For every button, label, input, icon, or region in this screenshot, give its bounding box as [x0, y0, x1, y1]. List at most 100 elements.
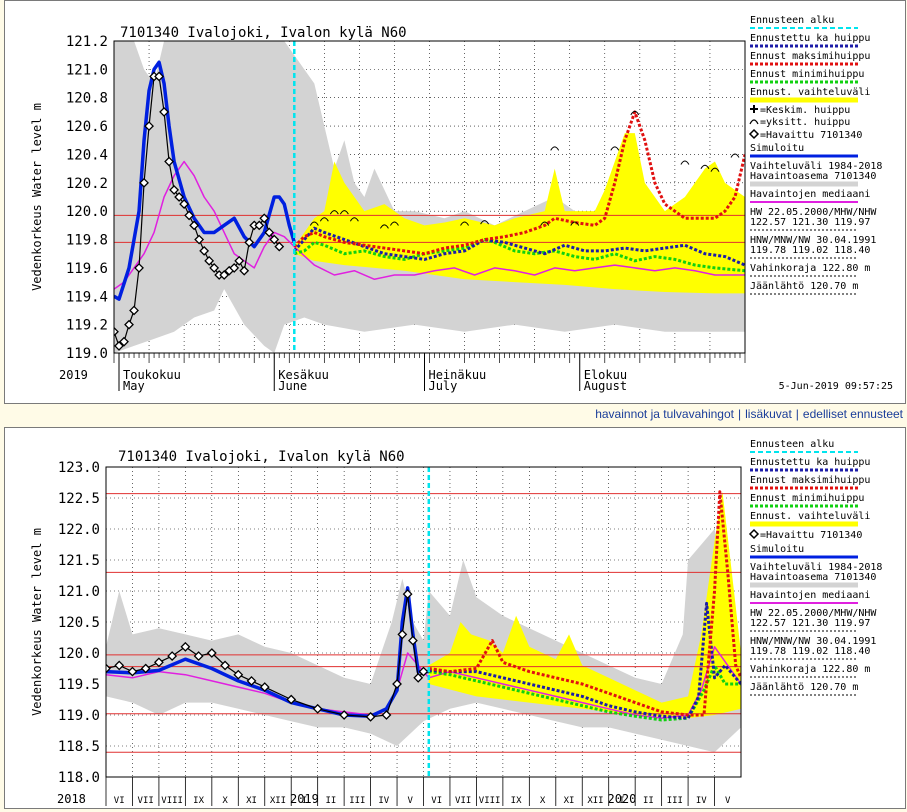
observed-point: [229, 262, 240, 273]
legend-item-hnw-1: HNW/MNW/NW 30.04.1991: [750, 235, 876, 246]
legend-item-forecast-start: Ennusteen alku: [750, 15, 834, 26]
observed-point: [246, 675, 257, 686]
legend-item-hnw-1: HNW/MNW/NW 30.04.1991: [750, 636, 876, 647]
month-label: V: [725, 796, 731, 806]
y-tick-label: 119.5: [58, 677, 100, 693]
legend-item-max-peak: Ennust maksimihuippu: [750, 475, 870, 486]
legend-item-damage: Vahinkoraja 122.80 m: [750, 664, 870, 675]
individual-peak-marker: [540, 221, 550, 226]
legend-item-median: Havaintojen mediaani: [750, 189, 870, 200]
y-tick-label: 120.2: [66, 176, 108, 192]
observed-point: [413, 672, 424, 683]
observed-point: [259, 213, 270, 224]
observed-point: [153, 657, 164, 668]
observed-point: [244, 237, 255, 248]
legend-item-hw-1: HW 22.05.2000/MHW/NHW: [750, 608, 877, 619]
observed-point: [189, 220, 200, 231]
observed-point: [233, 669, 244, 680]
y-tick-label: 120.8: [66, 91, 108, 107]
y-tick-label: 119.0: [66, 346, 108, 362]
month-label: VI: [431, 796, 442, 806]
observed-point: [402, 589, 413, 600]
chart-title: 7101340 Ivalojoki, Ivalon kylä N60: [118, 449, 405, 465]
y-tick-label: 120.0: [66, 204, 108, 220]
month-label: V: [408, 796, 414, 806]
forecast-chart-short: 7101340 Ivalojoki, Ivalon kylä N60 Veden…: [4, 0, 906, 404]
month-label-en: June: [278, 379, 307, 393]
month-label: I: [619, 796, 624, 806]
month-label: VIII: [161, 796, 183, 806]
legend-item-individual-peak: =yksitt. huippu: [760, 117, 850, 128]
year-label: 2019: [290, 792, 319, 806]
observed-point: [312, 703, 323, 714]
month-label: IV: [378, 796, 389, 806]
legend-item-forecast-range: Ennust. vaihteluväli: [750, 511, 870, 522]
observed-point: [397, 629, 408, 640]
individual-peak-marker: [480, 220, 490, 225]
observed-point: [159, 106, 169, 117]
legend: Ennusteen alku Ennustettu ka huippu Ennust…: [748, 439, 882, 696]
observed-point: [134, 262, 144, 273]
link-observations[interactable]: havainnot ja tulvavahingot: [595, 407, 734, 421]
series-min-peak: [293, 238, 745, 273]
observed-point: [193, 651, 204, 662]
legend-item-range-1: Vaihteluväli 1984-2018: [750, 161, 882, 172]
observed-marker: [748, 128, 760, 140]
y-tick-label: 119.6: [66, 261, 108, 277]
series-mean-peak: [428, 601, 741, 720]
individual-peak-marker: [390, 221, 399, 226]
observed-point: [124, 319, 134, 330]
y-tick-label: 119.0: [58, 708, 100, 724]
legend-item-forecast-start: Ennusteen alku: [750, 439, 834, 450]
observed-point: [264, 227, 275, 238]
y-tick-label: 122.0: [58, 522, 100, 538]
y-axis-label: Vedenkorkeus Water level m: [30, 528, 44, 716]
observed-point: [127, 666, 138, 677]
observed-point: [184, 210, 195, 221]
observed-point: [274, 241, 285, 252]
link-more-images[interactable]: lisäkuvat: [745, 407, 792, 421]
month-label: XII: [587, 796, 603, 806]
legend-item-simulated: Simuloitu: [750, 544, 804, 555]
observed-point: [269, 234, 280, 245]
observed-point: [418, 666, 429, 677]
chart-svg-long: 7101340 Ivalojoki, Ivalon kylä N60 Veden…: [30, 439, 882, 806]
series-max-peak: [293, 110, 745, 256]
y-tick-label: 118.5: [58, 739, 100, 755]
legend-item-min-peak: Ennust minimihuippu: [750, 69, 864, 80]
month-label: XI: [564, 796, 575, 806]
legend-item-max-peak: Ennust maksimihuippu: [750, 51, 870, 62]
individual-peak-marker: [610, 146, 620, 151]
observed-point: [169, 184, 180, 195]
forecast-chart-long: 7101340 Ivalojoki, Ivalon kylä N60 Veden…: [4, 427, 906, 809]
observed-point: [114, 340, 124, 351]
y-tick-label: 120.4: [66, 147, 108, 163]
month-label: VII: [138, 796, 154, 806]
observed-point: [407, 635, 418, 646]
month-label: X: [222, 796, 228, 806]
legend-item-hw-1: HW 22.05.2000/MHW/NHW: [750, 207, 877, 218]
link-previous-forecasts[interactable]: edelliset ennusteet: [802, 407, 903, 421]
chart-title: 7101340 Ivalojoki, Ivalon kylä N60: [120, 25, 407, 41]
month-label-en: August: [584, 379, 627, 393]
observed-point: [154, 71, 164, 82]
legend-item-observed: =Havaittu 7101340: [760, 130, 862, 141]
legend-item-hw-2: 122.57 121.30 119.97: [750, 618, 870, 629]
series-median: [114, 160, 745, 290]
y-tick-label: 120.0: [58, 646, 100, 662]
individual-peak-marker: [379, 224, 389, 229]
month-label: XI: [246, 796, 257, 806]
month-label-fi: Toukokuu: [123, 368, 181, 382]
chart-svg-short: 7101340 Ivalojoki, Ivalon kylä N60 Veden…: [30, 15, 893, 393]
month-label-fi: Heinäkuu: [428, 368, 486, 382]
month-label: III: [667, 796, 683, 806]
individual-peak-marker: [630, 110, 640, 116]
forecast-range-band: [294, 133, 745, 294]
y-axis-label: Vedenkorkeus Water level m: [30, 103, 44, 291]
observed-point: [219, 270, 230, 280]
series-mean-peak: [293, 226, 745, 267]
timestamp: 5-Jun-2019 09:57:25: [779, 381, 893, 392]
y-tick-label: 122.5: [58, 491, 100, 507]
legend-item-observed: =Havaittu 7101340: [760, 530, 862, 541]
individual-peak-marker: [339, 210, 349, 215]
